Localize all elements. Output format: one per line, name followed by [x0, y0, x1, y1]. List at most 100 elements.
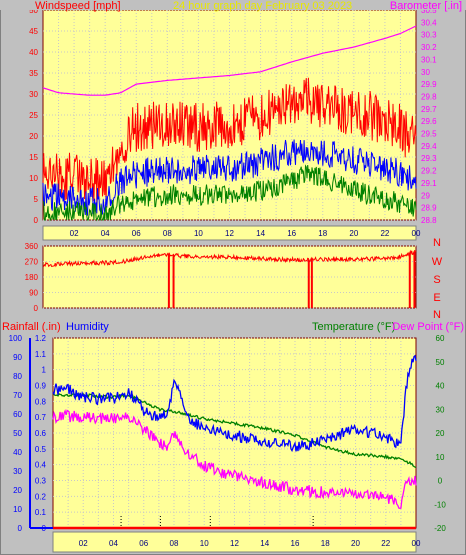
rainfall-tick-label: 0.4	[35, 461, 47, 470]
rainfall-tick-labels: 0 0.1 0.2 0.3 0.4 0.5 0.6 0.7 0.8 0.9 1 1.1 1.2	[35, 334, 47, 533]
rainfall-tick-label: 0.1	[35, 508, 47, 517]
barometer-tick-label: 29	[421, 191, 430, 200]
rainfall-tick-label: 1.2	[35, 334, 47, 343]
humidity-tick-label: 70	[13, 391, 22, 400]
hour-tick-label: 02	[70, 229, 79, 238]
rainfall-tick-label: 1.1	[35, 350, 47, 359]
windspeed-tick-label: 10	[29, 174, 38, 183]
rainfall-tick-label: 0.7	[35, 413, 47, 422]
barometer-tick-label: 28.9	[421, 204, 437, 213]
barometer-tick-label: 30	[421, 68, 430, 77]
compass-label: N	[433, 309, 441, 321]
hour-tick-label: 06	[139, 539, 148, 548]
windspeed-tick-label: 25	[29, 111, 38, 120]
temperature-tick-label: 50	[436, 358, 445, 367]
barometer-tick-label: 30.4	[421, 18, 437, 27]
windspeed-tick-label: 40	[29, 48, 38, 57]
direction-tick-label: 90	[29, 289, 38, 298]
windspeed-tick-label: 0	[34, 216, 39, 225]
hour-tick-label: 12	[225, 229, 234, 238]
temperature-tick-label: -20	[434, 524, 446, 533]
humidity-tick-label: 10	[13, 505, 22, 514]
rainfall-tick-label: 0.6	[35, 429, 47, 438]
wind-baro-series	[42, 25, 417, 222]
windspeed-tick-label: 35	[29, 69, 38, 78]
temperature-tick-label: 20	[436, 429, 445, 438]
barometer-tick-label: 29.2	[421, 167, 437, 176]
rainfall-tick-label: 0.8	[35, 397, 47, 406]
hour-tick-label: 22	[381, 539, 390, 548]
rainfall-tick-label: 0	[42, 524, 47, 533]
humidity-tick-label: 100	[9, 334, 23, 343]
windspeed-tick-label: 5	[34, 195, 39, 204]
barometer-tick-label: 30.2	[421, 43, 437, 52]
humidity-tick-label: 80	[13, 372, 22, 381]
hour-tick-label: 10	[200, 539, 209, 548]
hour-tick-label: 14	[256, 229, 265, 238]
windspeed-tick-label: 45	[29, 27, 38, 36]
rainfall-tick-label: 0.2	[35, 492, 47, 501]
hour-tick-label: 08	[163, 229, 172, 238]
barometer-tick-label: 29.8	[421, 92, 437, 101]
humidity-axis-label: Humidity	[66, 321, 109, 333]
hour-tick-label: 00	[412, 229, 421, 238]
humidity-tick-label: 60	[13, 410, 22, 419]
compass-label: W	[432, 256, 443, 268]
humidity-tick-label: 40	[13, 448, 22, 457]
barometer-tick-label: 29.5	[421, 130, 437, 139]
temperature-line	[52, 392, 417, 469]
rainfall-tick-label: 0.3	[35, 477, 47, 486]
dew-point-line	[52, 409, 417, 509]
rainfall-tick-label: 0.5	[35, 445, 47, 454]
temperature-tick-label: 0	[438, 477, 443, 486]
temperature-tick-labels: -20 -10 0 10 20 30 40 50 60	[434, 334, 446, 533]
compass-label: S	[433, 274, 440, 286]
temperature-tick-label: 10	[436, 453, 445, 462]
wind-direction-series	[42, 249, 417, 308]
wind-direction-line	[42, 249, 417, 268]
rainfall-tick-label: 1	[42, 366, 47, 375]
windspeed-tick-label: 50	[29, 6, 38, 15]
compass-label: N	[433, 237, 441, 249]
barometer-tick-label: 30.3	[421, 31, 437, 40]
hour-tick-label: 08	[170, 539, 179, 548]
barometer-tick-label: 30.1	[421, 55, 437, 64]
graph-title: 24 hour graph day February 03 2023	[173, 0, 352, 12]
temperature-tick-label: 40	[436, 382, 445, 391]
temperature-axis-label: Temperature (°F)	[312, 321, 395, 333]
temperature-tick-label: -10	[434, 500, 446, 509]
hour-axis-2	[52, 531, 417, 553]
wind-direction-tick-labels: 0 90 180 270 360	[25, 242, 39, 313]
humidity-temp-series	[52, 354, 417, 530]
hour-tick-label: 00	[412, 539, 421, 548]
hour-tick-label: 10	[194, 229, 203, 238]
dew-point-axis-label: Dew Point (°F)	[392, 321, 464, 333]
rainfall-tick-label: 0.9	[35, 382, 47, 391]
direction-tick-label: 180	[25, 273, 39, 282]
event-markers	[120, 516, 314, 528]
windspeed-tick-label: 20	[29, 132, 38, 141]
barometer-tick-labels: 28.8 28.9 29 29.1 29.2 29.3 29.4 29.5 29.6 29.7 29…	[421, 6, 437, 225]
barometer-tick-label: 29.7	[421, 105, 437, 114]
hour-axis-1-labels: 02 04 06 08 10 12 14 16 18 20 22 00	[70, 229, 421, 238]
hour-tick-label: 12	[230, 539, 239, 548]
windspeed-tick-label: 30	[29, 90, 38, 99]
humidity-tick-label: 20	[13, 486, 22, 495]
hour-tick-label: 22	[380, 229, 389, 238]
hour-tick-label: 20	[349, 229, 358, 238]
windspeed-tick-label: 15	[29, 153, 38, 162]
hour-tick-label: 16	[291, 539, 300, 548]
hour-tick-label: 16	[287, 229, 296, 238]
temperature-tick-label: 30	[436, 405, 445, 414]
humidity-tick-label: 50	[13, 429, 22, 438]
hour-tick-label: 06	[132, 229, 141, 238]
humidity-tick-labels: 0 10 20 30 40 50 60 70 80 90 100	[9, 334, 23, 533]
hour-tick-label: 14	[260, 539, 269, 548]
hour-tick-label: 18	[318, 229, 327, 238]
hour-axis-1	[42, 225, 417, 241]
direction-tick-label: 270	[25, 258, 39, 267]
direction-tick-label: 360	[25, 242, 39, 251]
